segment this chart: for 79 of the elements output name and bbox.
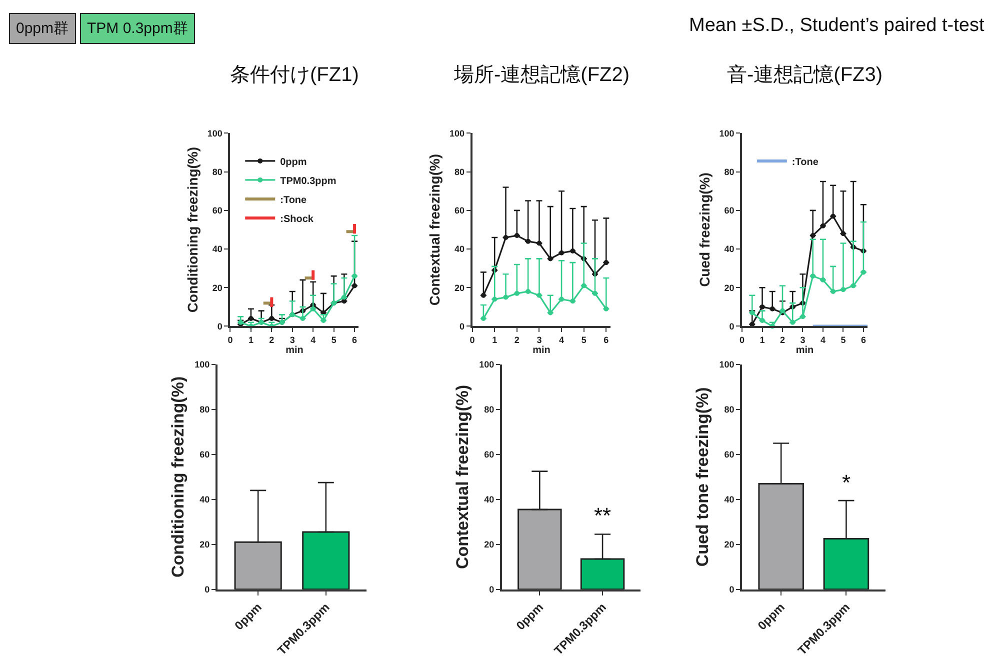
x-tick-label: 4 [310, 335, 316, 346]
y-tick-label: 0 [489, 584, 494, 594]
annotation: ** [594, 503, 612, 528]
x-tick-label: 6 [860, 335, 866, 346]
y-tick-label: 20 [212, 282, 222, 293]
y-tick-label: 80 [724, 404, 734, 415]
y-tick-label: 0 [217, 321, 222, 332]
y-tick-label: 0 [204, 584, 210, 594]
y-tick-label: 20 [484, 540, 494, 550]
text: 0ppm群 [16, 20, 69, 37]
y-tick-label: 100 [719, 360, 734, 370]
y-tick-label: 40 [484, 494, 494, 505]
y-tick-label: 80 [200, 404, 210, 415]
y-tick-label: 60 [484, 450, 494, 460]
chart-title: 条件付け(FZ1) [230, 64, 359, 86]
y-tick-label: 40 [212, 244, 222, 254]
x-tick-label: 6 [352, 335, 358, 346]
x-tick-label: 1 [492, 335, 498, 346]
x-tick-label: 2 [780, 335, 786, 346]
y-tick-label: 100 [479, 360, 494, 370]
chart-title: 音-連想記憶(FZ3) [727, 64, 883, 86]
y-tick-label: 100 [207, 128, 222, 138]
y-tick-label: 40 [454, 244, 464, 254]
x-tick-label: 4 [820, 335, 826, 346]
y-tick-label: 60 [454, 206, 464, 216]
x-tick-label: 6 [604, 335, 609, 346]
chart-title: 場所-連想記憶(FZ2) [453, 64, 630, 86]
x-tick-label: 3 [290, 335, 295, 346]
y-tick-label: 0 [729, 584, 734, 594]
y-tick-label: 100 [449, 128, 464, 138]
legend-label: TPM0.3ppm [280, 176, 336, 187]
y-tick-label: 40 [200, 494, 210, 505]
y-axis-title: Contextual freezing(%) [426, 154, 443, 306]
annotation: * [842, 470, 851, 495]
x-tick-label: 5 [331, 335, 336, 346]
y-axis-title: Cued tone freezing(%) [693, 387, 712, 567]
y-tick-label: 40 [724, 494, 734, 505]
y-tick-label: 20 [724, 540, 734, 550]
y-axis-title: Conditioning freezing(%) [168, 376, 188, 578]
y-tick-label: 20 [724, 282, 734, 293]
x-tick-label: 2 [514, 335, 520, 346]
x-tick-label: 2 [269, 335, 274, 346]
legend-label: :Tone [792, 156, 819, 168]
y-tick-label: 40 [724, 244, 734, 254]
x-tick-label: 0 [470, 335, 475, 346]
x-tick-label: 1 [248, 335, 254, 346]
y-tick-label: 80 [724, 166, 734, 177]
x-tick-label: 0 [228, 335, 233, 346]
x-tick-label: 0 [740, 335, 745, 346]
y-tick-label: 100 [194, 360, 210, 370]
x-axis-title: min [286, 345, 304, 356]
x-axis-title: min [532, 345, 550, 356]
y-tick-label: 20 [454, 282, 464, 293]
y-tick-label: 60 [212, 206, 222, 216]
x-axis-title: min [796, 345, 814, 356]
legend-label: :Tone [280, 194, 308, 206]
legend-label: 0ppm [280, 156, 307, 168]
y-tick-label: 60 [724, 206, 734, 216]
y-axis-title: Conditioning freezing(%) [184, 146, 201, 313]
y-axis-title: Contextual freezing(%) [453, 384, 472, 570]
x-tick-label: 3 [800, 335, 806, 346]
y-tick-label: 60 [724, 450, 734, 460]
y-tick-label: 0 [729, 321, 734, 332]
y-tick-label: 0 [459, 321, 464, 332]
text: Mean ±S.D., Student’s paired t-test [689, 15, 985, 36]
y-axis-title: Cued freezing(%) [696, 172, 712, 287]
y-tick-label: 20 [200, 540, 210, 550]
y-tick-label: 80 [212, 166, 222, 177]
x-tick-label: 5 [581, 335, 586, 346]
x-tick-label: 4 [559, 335, 564, 346]
x-tick-label: 3 [536, 335, 542, 346]
y-tick-label: 60 [200, 450, 210, 460]
text: TPM 0.3ppm群 [87, 20, 188, 37]
y-tick-label: 80 [454, 166, 464, 177]
legend-label: :Shock [280, 214, 314, 225]
x-tick-label: 1 [760, 335, 765, 346]
y-tick-label: 80 [484, 404, 494, 415]
y-tick-label: 100 [719, 128, 734, 138]
x-tick-label: 5 [840, 335, 846, 346]
